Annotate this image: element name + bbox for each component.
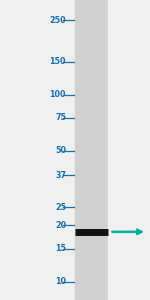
Text: 15: 15 (55, 244, 66, 253)
Text: 10: 10 (55, 278, 66, 286)
Text: 25: 25 (55, 203, 66, 212)
Text: 20: 20 (55, 221, 66, 230)
Text: 75: 75 (55, 113, 66, 122)
Text: 37: 37 (55, 171, 66, 180)
Text: 250: 250 (49, 16, 66, 25)
Text: 50: 50 (55, 146, 66, 155)
Text: 150: 150 (50, 57, 66, 66)
Bar (108, 0, 150, 300)
Bar (75, 0, 108, 300)
Text: 100: 100 (50, 90, 66, 99)
